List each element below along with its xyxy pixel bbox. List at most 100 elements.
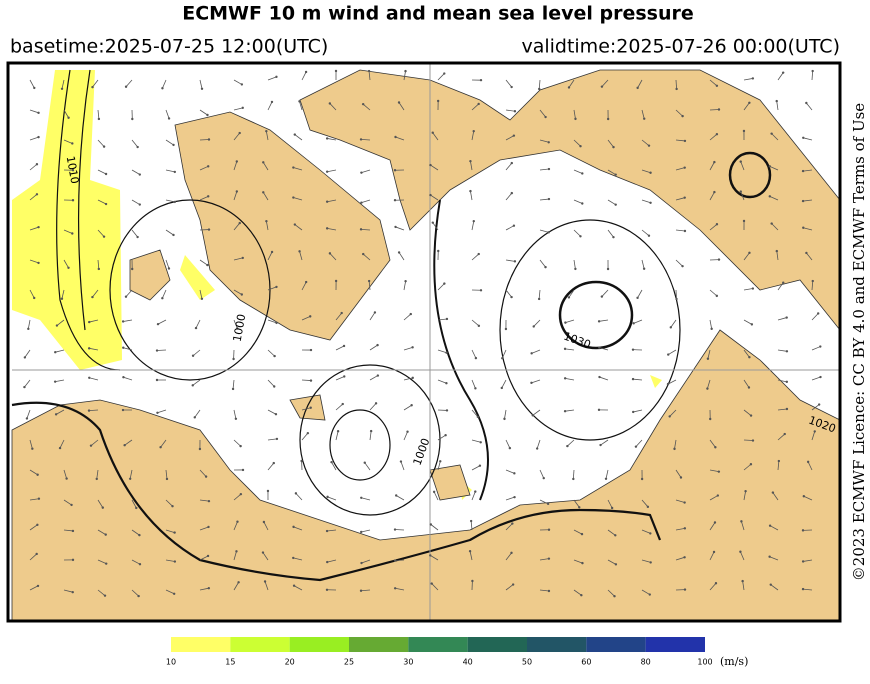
- wind-arrow-head: [501, 357, 503, 359]
- wind-arrow-head: [741, 580, 743, 582]
- wind-arrow-head: [377, 374, 379, 376]
- wind-arrow-head: [786, 350, 788, 352]
- wind-arrow-head: [636, 87, 638, 89]
- wind-arrow-head: [105, 173, 107, 175]
- wind-arrow-head: [65, 477, 67, 479]
- wind-arrow-head: [335, 70, 337, 72]
- wind-arrow-head: [411, 346, 413, 348]
- wind-arrow-head: [716, 85, 718, 87]
- wind-arrow-head: [207, 165, 209, 167]
- wind-arrow-head: [237, 581, 239, 583]
- wind-arrow-head: [171, 505, 173, 507]
- wind-arrow-head: [607, 268, 609, 270]
- basetime: basetime:2025-07-25 12:00(UTC): [10, 36, 328, 58]
- wind-arrow-head: [174, 171, 176, 173]
- wind-arrow-head: [564, 348, 566, 350]
- wind-arrow-head: [444, 434, 446, 436]
- wind-arrow-head: [530, 352, 532, 354]
- wind-arrow-head: [36, 474, 38, 476]
- wind-arrow-head: [469, 190, 471, 192]
- wind-arrow-head: [501, 387, 503, 389]
- wind-arrow-head: [769, 525, 771, 527]
- colorbar-unit: (m/s): [720, 655, 748, 668]
- colorbar-segment: [468, 637, 527, 652]
- wind-arrow-head: [647, 506, 649, 508]
- wind-arrow-head: [71, 232, 73, 234]
- wind-arrow-head: [530, 382, 532, 384]
- wind-arrow-head: [326, 530, 328, 532]
- wind-arrow-head: [707, 358, 709, 360]
- wind-arrow-head: [67, 117, 69, 119]
- wind-arrow-head: [511, 192, 513, 194]
- wind-arrow-head: [98, 118, 100, 120]
- wind-arrow-head: [598, 320, 600, 322]
- wind-arrow-head: [105, 533, 107, 535]
- wind-arrow-head: [632, 411, 634, 413]
- map: 1010 1000 1030 1000 1020: [8, 63, 840, 621]
- wind-arrow-head: [206, 114, 208, 116]
- wind-arrow-head: [473, 130, 475, 132]
- wind-arrow-head: [31, 447, 33, 449]
- wind-arrow-head: [293, 585, 295, 587]
- wind-arrow-head: [267, 490, 269, 492]
- wind-arrow-head: [581, 533, 583, 535]
- wind-arrow-head: [599, 444, 601, 446]
- wind-arrow-head: [174, 201, 176, 203]
- colorbar-tick-label: 40: [463, 658, 473, 667]
- wind-arrow-head: [548, 141, 550, 143]
- wind-arrow-head: [342, 403, 344, 405]
- wind-arrow-head: [782, 281, 784, 283]
- wind-arrow-head: [744, 490, 746, 492]
- wind-arrow-head: [714, 521, 716, 523]
- wind-arrow-head: [125, 295, 127, 297]
- wind-arrow-head: [395, 494, 397, 496]
- wind-arrow-head: [776, 250, 778, 252]
- wind-arrow-head: [273, 355, 275, 357]
- colorbar-segment: [586, 637, 645, 652]
- wind-arrow-head: [714, 446, 716, 448]
- wind-arrow-head: [139, 563, 141, 565]
- wind-arrow-head: [474, 387, 476, 389]
- wind-arrow-head: [807, 461, 809, 463]
- wind-arrow-head: [273, 462, 275, 464]
- wind-arrow-head: [360, 531, 362, 533]
- wind-arrow-head: [443, 282, 445, 284]
- wind-arrow-head: [509, 447, 511, 449]
- wind-arrow-head: [785, 316, 787, 318]
- wind-arrow-head: [156, 379, 158, 381]
- wind-arrow-head: [750, 414, 752, 416]
- wind-arrow-head: [474, 490, 476, 492]
- wind-arrow-head: [404, 280, 406, 282]
- wind-arrow-head: [717, 494, 719, 496]
- wind-arrow-head: [364, 461, 366, 463]
- wind-arrow-head: [635, 445, 637, 447]
- wind-arrow-head: [675, 88, 677, 90]
- wind-arrow-head: [394, 528, 396, 530]
- wind-arrow-head: [748, 356, 750, 358]
- wind-arrow-head: [305, 71, 307, 73]
- wind-arrow-head: [360, 228, 362, 230]
- wind-arrow-head: [72, 199, 74, 201]
- wind-arrow-head: [207, 555, 209, 557]
- wind-arrow-head: [752, 77, 754, 79]
- colorbar-segment: [646, 637, 705, 652]
- wind-arrow-head: [469, 550, 471, 552]
- wind-arrow-head: [122, 347, 124, 349]
- wind-arrow-head: [232, 388, 234, 390]
- wind-arrow-head: [478, 253, 480, 255]
- wind-arrow-head: [713, 161, 715, 163]
- wind-arrow-head: [805, 102, 807, 104]
- wind-arrow-head: [649, 172, 651, 174]
- wind-arrow-head: [136, 236, 138, 238]
- wind-arrow-head: [326, 561, 328, 563]
- wind-arrow-head: [772, 491, 774, 493]
- wind-arrow-head: [548, 590, 550, 592]
- wind-arrow-head: [615, 563, 617, 565]
- wind-arrow-head: [649, 561, 651, 563]
- wind-arrow-head: [271, 251, 273, 253]
- wind-arrow-head: [612, 146, 614, 148]
- wind-arrow-head: [818, 403, 820, 405]
- wind-arrow-head: [802, 137, 804, 139]
- wind-arrow-head: [400, 460, 402, 462]
